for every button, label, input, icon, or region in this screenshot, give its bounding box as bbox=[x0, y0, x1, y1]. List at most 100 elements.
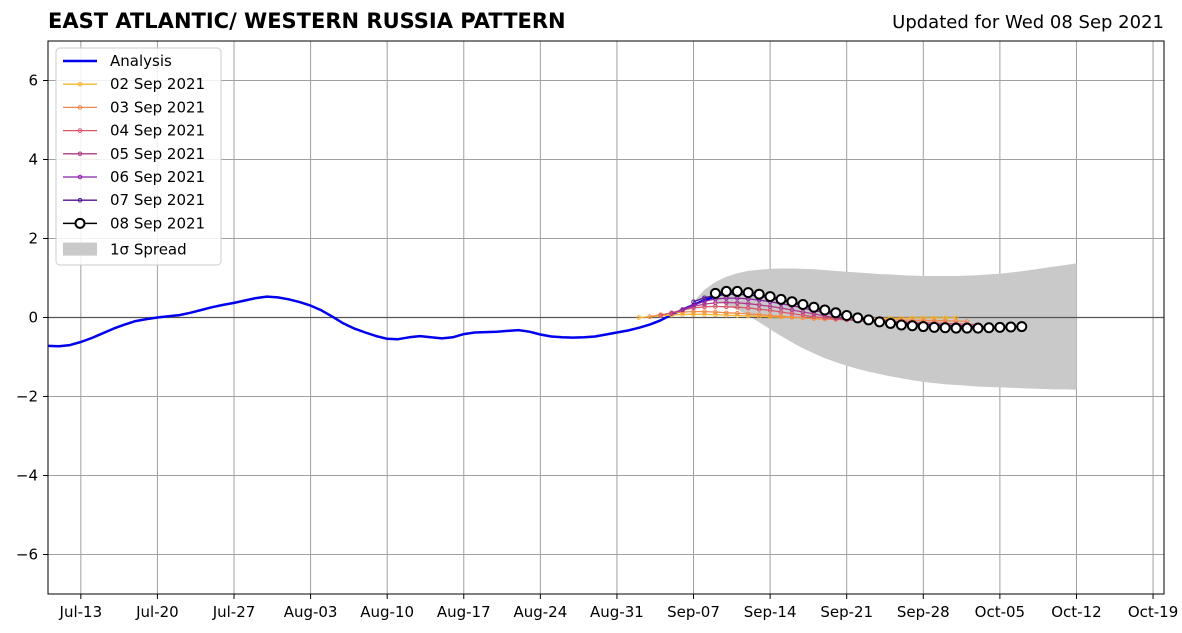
forecast-point bbox=[713, 309, 718, 315]
forecast-point bbox=[702, 295, 707, 301]
latest-forecast-point bbox=[830, 307, 842, 319]
latest-forecast-point bbox=[884, 317, 896, 329]
forecast-point bbox=[931, 315, 937, 321]
latest-forecast-point bbox=[709, 287, 721, 299]
x-tick-label: Sep-28 bbox=[897, 603, 950, 621]
latest-forecast-point bbox=[764, 291, 776, 303]
x-tick-label: Oct-12 bbox=[1051, 603, 1101, 621]
latest-forecast-point bbox=[928, 321, 940, 333]
latest-forecast-point bbox=[720, 285, 732, 297]
legend-label: 07 Sep 2021 bbox=[110, 191, 205, 209]
forecast-point bbox=[745, 305, 751, 311]
legend-swatch-marker bbox=[77, 128, 83, 133]
x-tick-label: Jul-20 bbox=[135, 603, 179, 621]
x-tick-label: Sep-14 bbox=[744, 603, 797, 621]
forecast-point bbox=[778, 314, 784, 319]
forecast-point bbox=[734, 310, 740, 316]
x-tick-label: Aug-31 bbox=[590, 603, 644, 621]
forecast-point bbox=[734, 300, 740, 306]
latest-forecast-point bbox=[819, 304, 831, 316]
latest-forecast-point bbox=[1016, 321, 1028, 333]
legend-label: 03 Sep 2021 bbox=[110, 98, 205, 116]
forecast-point bbox=[691, 312, 696, 317]
forecast-point bbox=[724, 310, 729, 316]
forecast-point bbox=[800, 315, 806, 321]
latest-forecast-point bbox=[742, 287, 754, 299]
latest-forecast-point bbox=[895, 319, 907, 331]
latest-forecast-point bbox=[808, 301, 820, 313]
legend-label: 08 Sep 2021 bbox=[110, 214, 205, 232]
y-tick-label: 6 bbox=[28, 72, 38, 90]
latest-forecast-point bbox=[852, 312, 864, 324]
chart-subtitle: Updated for Wed 08 Sep 2021 bbox=[892, 12, 1164, 33]
forecast-point bbox=[702, 309, 707, 314]
legend-box bbox=[55, 47, 222, 266]
legend-label: 1σ Spread bbox=[110, 241, 187, 259]
forecast-point bbox=[942, 315, 948, 321]
x-tick-label: Sep-21 bbox=[820, 603, 873, 621]
latest-forecast-series bbox=[709, 285, 1028, 334]
latest-forecast-point bbox=[983, 322, 995, 334]
forecast-point bbox=[778, 305, 784, 311]
y-tick-label: 2 bbox=[28, 230, 38, 248]
legend: Analysis 02 Sep 2021 03 Sep 2021 04 Sep 202… bbox=[55, 47, 222, 266]
forecast-point bbox=[636, 315, 642, 320]
latest-forecast-point bbox=[874, 316, 886, 328]
forecast-point bbox=[756, 302, 762, 308]
x-tick-label: Jul-13 bbox=[59, 603, 103, 621]
latest-forecast-point bbox=[797, 298, 809, 310]
legend-label: 06 Sep 2021 bbox=[110, 168, 205, 186]
forecast-point bbox=[702, 301, 707, 307]
x-tick-label: Oct-19 bbox=[1128, 603, 1178, 621]
y-tick-label: 4 bbox=[28, 151, 38, 169]
latest-forecast-point bbox=[786, 296, 798, 308]
forecast-point bbox=[724, 300, 729, 305]
forecast-point bbox=[702, 312, 707, 317]
forecast-point bbox=[811, 314, 817, 320]
latest-forecast-point bbox=[917, 321, 929, 333]
latest-forecast-point bbox=[972, 322, 984, 334]
forecast-point bbox=[745, 301, 751, 306]
forecast-point bbox=[691, 299, 696, 305]
latest-forecast-point bbox=[950, 322, 962, 334]
y-tick-label: −6 bbox=[16, 546, 38, 564]
forecast-point bbox=[734, 304, 740, 310]
x-tick-label: Jul-27 bbox=[212, 603, 256, 621]
x-tick-label: Aug-10 bbox=[360, 603, 414, 621]
x-tick-label: Oct-05 bbox=[975, 603, 1025, 621]
latest-forecast-point bbox=[906, 320, 918, 332]
x-tick-label: Aug-24 bbox=[513, 603, 567, 621]
latest-forecast-point bbox=[1005, 321, 1017, 333]
legend-label: Analysis bbox=[110, 52, 172, 70]
legend-label: 05 Sep 2021 bbox=[110, 145, 205, 163]
latest-forecast-point bbox=[841, 310, 853, 322]
y-tick-label: −2 bbox=[16, 388, 38, 406]
legend-swatch-marker bbox=[74, 217, 86, 229]
forecast-point bbox=[669, 311, 674, 316]
forecast-point bbox=[658, 313, 664, 318]
x-tick-label: Sep-07 bbox=[667, 603, 720, 621]
x-tick-label: Aug-03 bbox=[284, 603, 338, 621]
legend-swatch-marker bbox=[77, 151, 83, 157]
latest-forecast-point bbox=[731, 285, 743, 297]
latest-forecast-point bbox=[994, 321, 1006, 333]
latest-forecast-point bbox=[775, 293, 787, 305]
latest-forecast-point bbox=[961, 322, 973, 334]
legend-swatch-marker bbox=[77, 81, 83, 87]
spread-band bbox=[693, 263, 1077, 390]
legend-swatch bbox=[63, 242, 97, 256]
forecast-point bbox=[745, 311, 751, 317]
legend-label: 04 Sep 2021 bbox=[110, 122, 205, 140]
x-tick-label: Aug-17 bbox=[437, 603, 491, 621]
forecast-point bbox=[680, 307, 685, 312]
legend-swatch-marker bbox=[77, 105, 83, 110]
y-tick-label: 0 bbox=[28, 309, 38, 327]
forecast-point bbox=[702, 304, 707, 310]
legend-swatch-marker bbox=[77, 174, 83, 180]
forecast-point bbox=[767, 313, 773, 318]
legend-label: 02 Sep 2021 bbox=[110, 75, 205, 93]
forecast-point bbox=[756, 312, 762, 318]
forecast-point bbox=[724, 304, 729, 310]
forecast-point bbox=[789, 307, 795, 313]
